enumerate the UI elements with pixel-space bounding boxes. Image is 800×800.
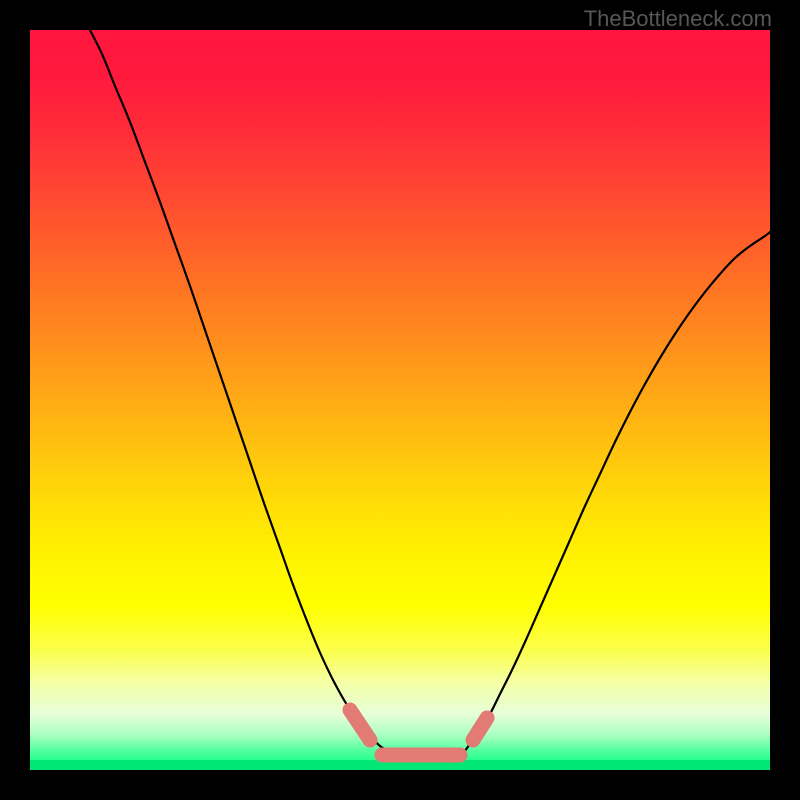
main-curve bbox=[90, 30, 770, 759]
plot-area bbox=[30, 30, 770, 770]
outer-frame: TheBottleneck.com bbox=[0, 0, 800, 800]
watermark-text: TheBottleneck.com bbox=[584, 6, 772, 32]
right_marker bbox=[473, 718, 487, 740]
chart-curve-layer bbox=[30, 30, 770, 770]
left_marker bbox=[350, 710, 370, 740]
